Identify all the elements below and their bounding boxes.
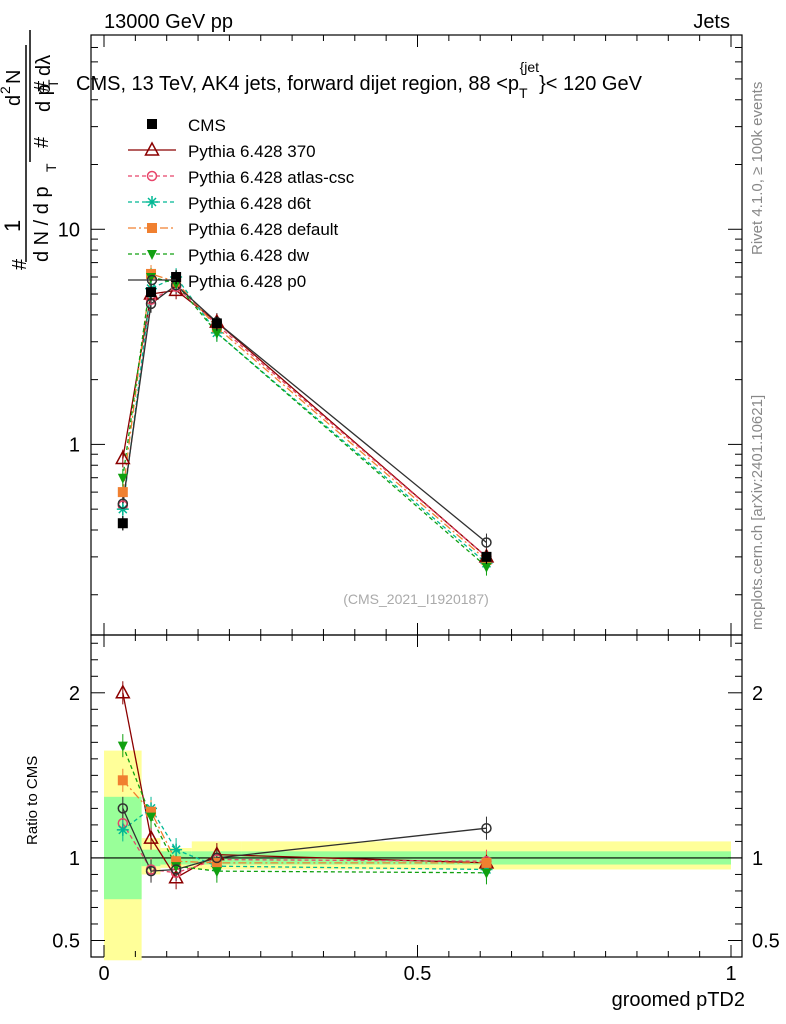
data-point (481, 551, 492, 562)
legend-marker (147, 119, 157, 129)
svg-text:T: T (45, 79, 61, 88)
y-tick-label-main: 10 (58, 219, 80, 241)
series-marker-ratio (171, 862, 182, 873)
series-marker-main (117, 487, 128, 498)
x-axis-label: groomed pTD2 (612, 989, 745, 1011)
series-line-main (122, 276, 487, 568)
series-marker-main (481, 562, 492, 573)
svg-text:#: # (9, 258, 31, 270)
series-marker-ratio (481, 868, 492, 879)
legend-marker (147, 223, 157, 233)
analysis-watermark: (CMS_2021_I1920187) (343, 591, 489, 607)
series-line-main (122, 286, 487, 558)
svg-text:T: T (43, 163, 59, 172)
legend-label: CMS (188, 116, 226, 135)
legend-label: Pythia 6.428 dw (188, 246, 310, 265)
legend-label: Pythia 6.428 370 (188, 142, 316, 161)
data-point (117, 518, 128, 529)
series-marker-ratio (211, 852, 223, 864)
legend: CMS Pythia 6.428 370 Pythia 6.428 atlas-cs… (128, 116, 355, 291)
series-marker-ratio (145, 865, 157, 877)
series-marker-main (211, 328, 222, 339)
series-marker-ratio (170, 864, 182, 875)
svg-text:N: N (3, 70, 25, 84)
ratio-plot-panel (90, 634, 743, 958)
y-axis-label-main: # 1 d N / d p T # # d 2 N d p T dλ (0, 30, 61, 270)
svg-text:#: # (31, 80, 53, 92)
data-point (146, 287, 157, 298)
legend-marker (146, 196, 158, 208)
series-marker-main (116, 503, 129, 516)
header-right: Jets (693, 11, 730, 33)
series-marker-ratio (171, 856, 182, 867)
series-marker-main (115, 449, 131, 465)
series-marker-ratio (115, 684, 131, 699)
series-marker-ratio (481, 857, 492, 868)
series-marker-ratio (143, 829, 159, 844)
svg-text:dλ: dλ (33, 55, 55, 76)
svg-text:d N / d p: d N / d p (31, 186, 53, 262)
y-tick-label-ratio-right: 0.5 (752, 930, 780, 952)
series-marker-ratio (146, 812, 157, 823)
y-tick-label-ratio-right: 1 (752, 848, 763, 870)
series-marker-ratio (117, 803, 129, 814)
y-tick-label-ratio: 0.5 (52, 930, 80, 952)
y-tick-label-ratio-right: 2 (752, 683, 763, 705)
series-line-ratio (122, 807, 487, 871)
series-marker-ratio (116, 823, 129, 836)
series-marker-main (145, 298, 157, 310)
legend-marker (146, 274, 158, 286)
series-line-main (122, 276, 487, 564)
svg-text:2: 2 (0, 86, 13, 94)
legend-marker (146, 170, 158, 182)
legend-label: Pythia 6.428 d6t (188, 194, 311, 213)
header-left: 13000 GeV pp (104, 11, 233, 33)
y-tick-label-main: 1 (69, 434, 80, 456)
rivet-label: Rivet 4.1.0, ≥ 100k events (749, 82, 766, 255)
svg-text:d: d (3, 95, 25, 106)
series-marker-main (117, 498, 129, 509)
svg-text:1: 1 (0, 220, 25, 232)
legend-label: Pythia 6.428 default (188, 220, 339, 239)
data-point (211, 318, 222, 329)
svg-text:#: # (31, 136, 53, 148)
legend-marker (147, 250, 157, 260)
series-marker-ratio (117, 775, 128, 786)
legend-label: Pythia 6.428 atlas-csc (188, 168, 355, 187)
legend-marker (144, 141, 160, 156)
y-axis-label-ratio: Ratio to CMS (24, 756, 41, 845)
y-tick-label-ratio: 1 (69, 848, 80, 870)
series-marker-ratio (146, 806, 157, 817)
series-marker-ratio (170, 843, 183, 856)
x-tick-label: 1 (725, 963, 736, 985)
series-marker-ratio (211, 867, 222, 878)
series-marker-main (481, 537, 492, 548)
series-line-main (122, 284, 487, 543)
mcplots-label: mcplots.cern.ch [arXiv:2401.10621] (749, 395, 766, 630)
x-tick-label: 0 (98, 963, 109, 985)
plot-title: CMS, 13 TeV, AK4 jets, forward dijet reg… (76, 59, 643, 101)
svg-text:d p: d p (33, 84, 55, 112)
legend-label: Pythia 6.428 p0 (188, 272, 306, 291)
series-marker-ratio (117, 741, 128, 752)
data-point (171, 271, 182, 282)
series-line-ratio (122, 745, 487, 874)
y-tick-label-ratio: 2 (69, 683, 80, 705)
x-tick-label: 0.5 (404, 963, 432, 985)
series-marker-ratio (481, 822, 492, 834)
series-marker-main (117, 473, 128, 484)
